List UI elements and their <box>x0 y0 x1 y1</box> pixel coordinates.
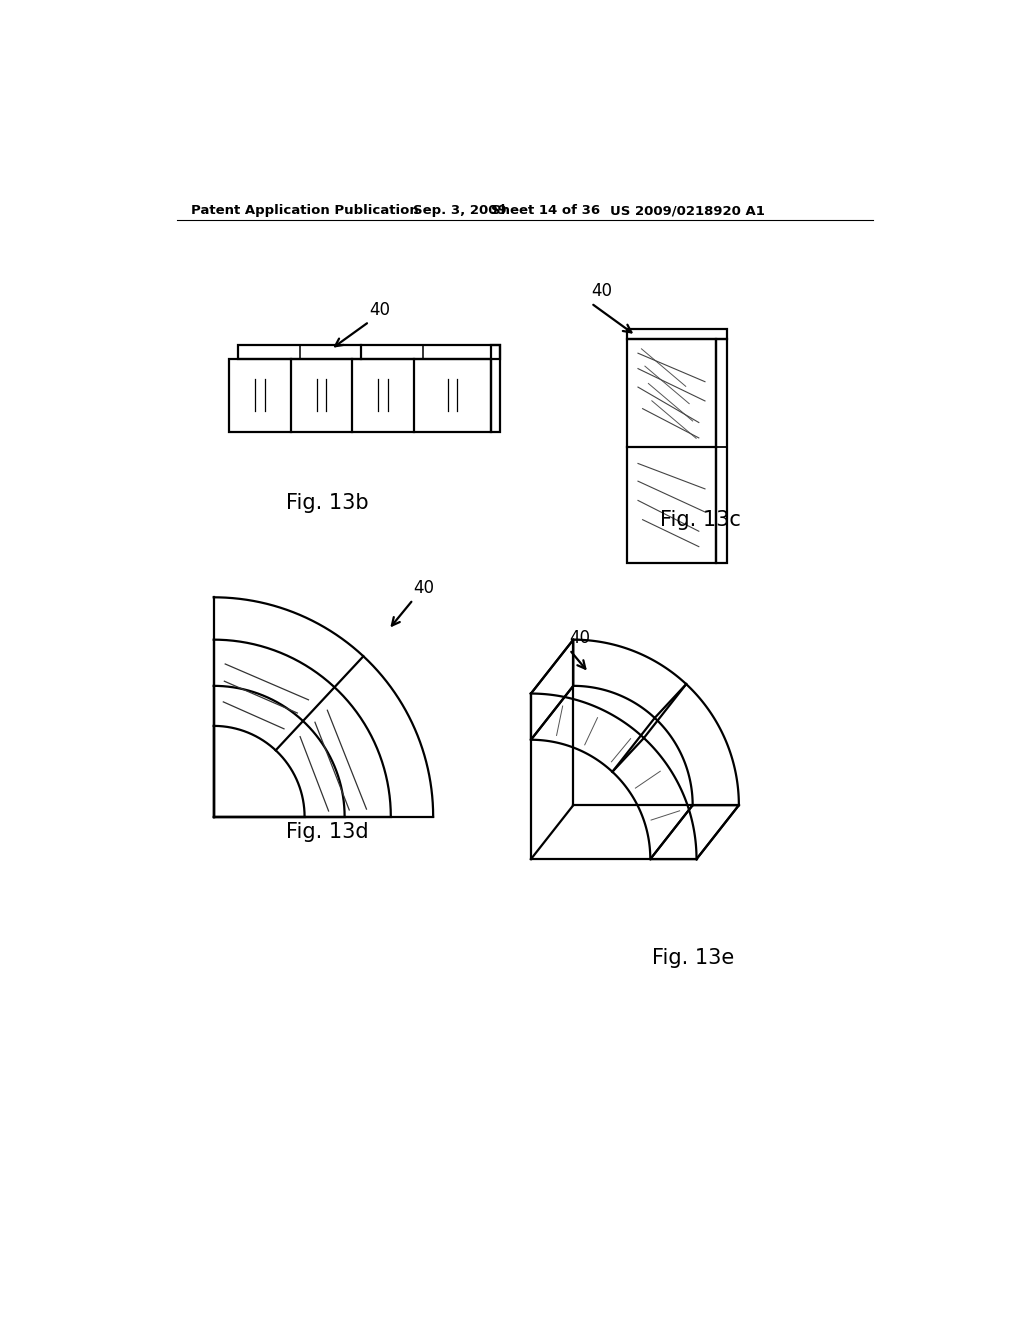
Text: 40: 40 <box>413 578 434 597</box>
Text: 40: 40 <box>370 301 390 318</box>
Bar <box>628 329 727 339</box>
Text: Patent Application Publication: Patent Application Publication <box>190 205 419 218</box>
Text: Fig. 13b: Fig. 13b <box>286 494 369 513</box>
Text: Sep. 3, 2009: Sep. 3, 2009 <box>413 205 507 218</box>
Bar <box>716 339 727 562</box>
Text: Fig. 13d: Fig. 13d <box>286 822 369 842</box>
Bar <box>229 359 490 432</box>
Text: 40: 40 <box>591 282 612 300</box>
Text: Fig. 13e: Fig. 13e <box>651 948 734 968</box>
Bar <box>628 339 716 562</box>
Bar <box>239 345 500 359</box>
Text: Fig. 13c: Fig. 13c <box>659 510 740 529</box>
Text: Sheet 14 of 36: Sheet 14 of 36 <box>490 205 600 218</box>
Text: US 2009/0218920 A1: US 2009/0218920 A1 <box>609 205 764 218</box>
Text: 40: 40 <box>569 628 591 647</box>
Bar <box>490 345 500 432</box>
